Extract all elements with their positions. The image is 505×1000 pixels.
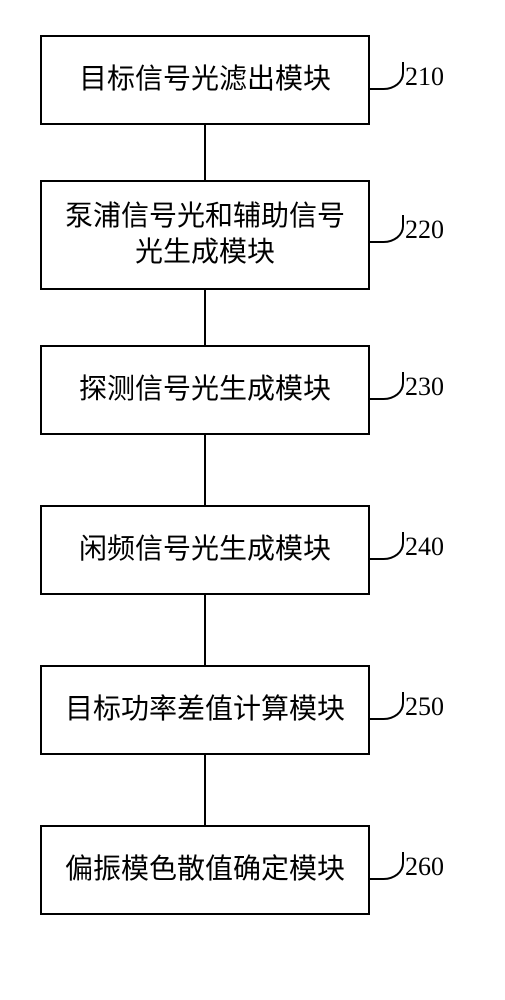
flow-node-label: 230: [405, 372, 444, 402]
flow-node: 目标信号光滤出模块: [40, 35, 370, 125]
flow-node: 闲频信号光生成模块: [40, 505, 370, 595]
flow-edge: [204, 755, 206, 825]
flow-node: 泵浦信号光和辅助信号 光生成模块: [40, 180, 370, 290]
flow-node-text: 闲频信号光生成模块: [79, 532, 331, 568]
flow-node: 探测信号光生成模块: [40, 345, 370, 435]
flow-node-text: 泵浦信号光和辅助信号 光生成模块: [65, 199, 345, 272]
flow-node: 偏振模色散值确定模块: [40, 825, 370, 915]
flow-edge: [204, 595, 206, 665]
flow-node-label: 240: [405, 532, 444, 562]
flow-node-label: 210: [405, 62, 444, 92]
flow-edge: [204, 290, 206, 345]
flow-node-text: 目标信号光滤出模块: [79, 62, 331, 98]
flow-node-text: 偏振模色散值确定模块: [65, 852, 345, 888]
label-connector: [370, 692, 404, 720]
flow-node-label: 220: [405, 215, 444, 245]
flow-node-text: 目标功率差值计算模块: [65, 692, 345, 728]
flow-node: 目标功率差值计算模块: [40, 665, 370, 755]
label-connector: [370, 372, 404, 400]
label-connector: [370, 852, 404, 880]
flow-edge: [204, 435, 206, 505]
flowchart-diagram: 目标信号光滤出模块 210 泵浦信号光和辅助信号 光生成模块 220 探测信号光生成模块…: [0, 0, 505, 1000]
flow-node-label: 250: [405, 692, 444, 722]
flow-node-label: 260: [405, 852, 444, 882]
flow-node-text: 探测信号光生成模块: [79, 372, 331, 408]
flow-edge: [204, 125, 206, 180]
label-connector: [370, 215, 404, 243]
label-connector: [370, 532, 404, 560]
label-connector: [370, 62, 404, 90]
